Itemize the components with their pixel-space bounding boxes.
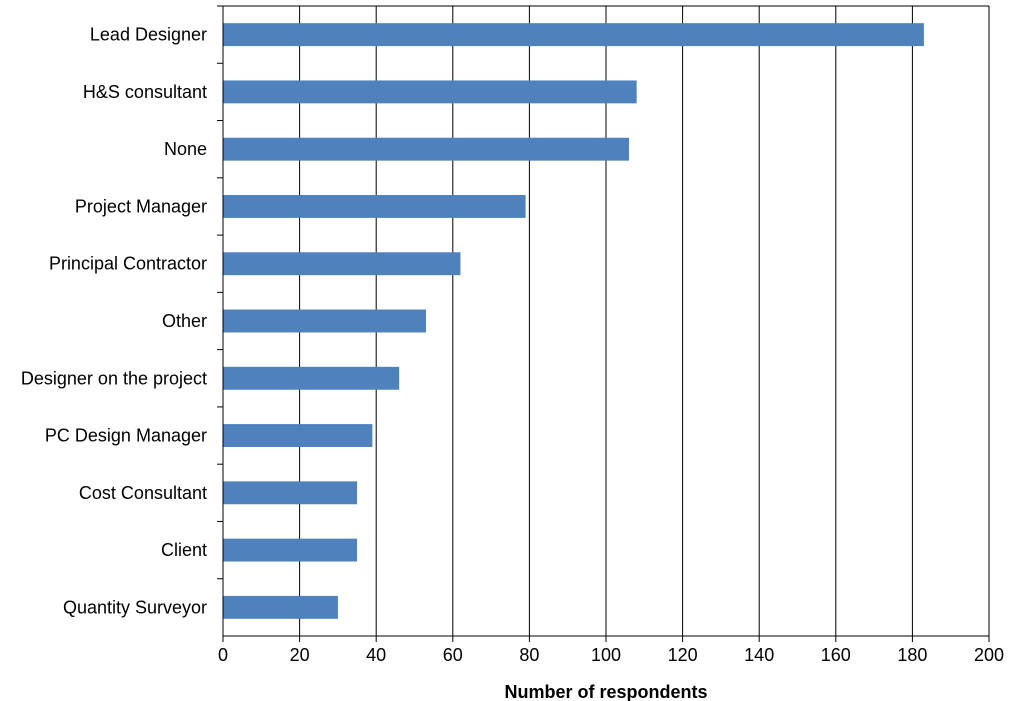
bar bbox=[223, 23, 924, 47]
grid-lines bbox=[299, 6, 913, 636]
category-label: Cost Consultant bbox=[79, 483, 207, 503]
x-tick-label: 160 bbox=[821, 645, 851, 665]
bar bbox=[223, 366, 400, 390]
bar bbox=[223, 137, 629, 161]
x-tick-label: 20 bbox=[290, 645, 310, 665]
x-tick-label: 40 bbox=[366, 645, 386, 665]
bar bbox=[223, 195, 526, 218]
x-tick-label: 120 bbox=[668, 645, 698, 665]
category-label: Principal Contractor bbox=[49, 254, 207, 274]
category-label: PC Design Manager bbox=[45, 426, 207, 446]
x-tick-label: 200 bbox=[974, 645, 1004, 665]
x-tick-label: 0 bbox=[218, 645, 228, 665]
x-tick-label: 60 bbox=[443, 645, 463, 665]
bars bbox=[223, 23, 924, 619]
bar bbox=[223, 481, 358, 505]
category-label: Lead Designer bbox=[90, 25, 207, 45]
bar bbox=[223, 252, 461, 276]
category-label: Client bbox=[161, 540, 207, 560]
category-label: None bbox=[164, 139, 207, 159]
category-labels: Lead Designer H&S consultant None Project M… bbox=[21, 25, 207, 618]
x-axis-title: Number of respondents bbox=[504, 682, 707, 701]
x-tick-label: 80 bbox=[519, 645, 539, 665]
axes bbox=[217, 5, 990, 642]
bar bbox=[223, 595, 338, 619]
category-label: Designer on the project bbox=[21, 368, 207, 388]
x-tick-labels: 0 20 40 60 80 100 120 140 160 180 200 bbox=[218, 645, 1004, 665]
x-tick-label: 140 bbox=[744, 645, 774, 665]
bar bbox=[223, 80, 637, 104]
category-label: Project Manager bbox=[75, 196, 207, 216]
category-label: Quantity Surveyor bbox=[63, 597, 207, 617]
x-tick-label: 100 bbox=[591, 645, 621, 665]
bar bbox=[223, 309, 426, 333]
bar bbox=[223, 424, 373, 447]
category-label: H&S consultant bbox=[83, 82, 207, 102]
category-label: Other bbox=[162, 311, 207, 331]
x-tick-label: 180 bbox=[897, 645, 927, 665]
bar bbox=[223, 538, 358, 562]
